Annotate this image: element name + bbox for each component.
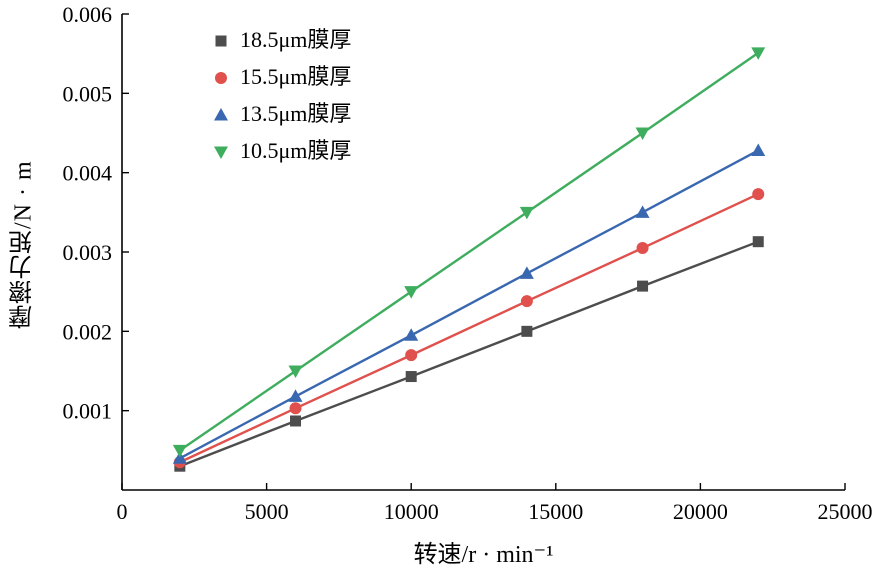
svg-text:0.003: 0.003 <box>63 240 113 265</box>
legend: 18.5μm膜厚 15.5μm膜厚 13.5μm膜厚 10.5μm膜厚 <box>212 26 351 165</box>
svg-text:10000: 10000 <box>384 499 439 524</box>
svg-text:0.002: 0.002 <box>63 319 113 344</box>
y-axis-label: 摩擦力矩/N · m <box>10 160 37 330</box>
svg-text:15000: 15000 <box>528 499 583 524</box>
legend-item-10-5um: 10.5μm膜厚 <box>212 137 351 165</box>
legend-label: 15.5μm膜厚 <box>240 64 352 89</box>
legend-item-18-5um: 18.5μm膜厚 <box>212 26 351 54</box>
svg-text:0.004: 0.004 <box>63 161 113 186</box>
svg-text:25000: 25000 <box>818 499 873 524</box>
legend-item-13-5um: 13.5μm膜厚 <box>212 100 351 128</box>
legend-label: 10.5μm膜厚 <box>240 138 352 163</box>
circle-marker-icon <box>215 72 227 84</box>
triangle-down-marker-icon <box>214 146 228 159</box>
square-marker-icon <box>215 35 227 47</box>
svg-text:20000: 20000 <box>673 499 728 524</box>
svg-text:0.001: 0.001 <box>63 399 113 424</box>
legend-label: 13.5μm膜厚 <box>240 101 352 126</box>
triangle-up-marker-icon <box>214 108 228 121</box>
svg-text:5000: 5000 <box>245 499 289 524</box>
svg-text:0.006: 0.006 <box>63 2 113 27</box>
svg-text:0: 0 <box>117 499 128 524</box>
x-axis-label: 转速/r · min⁻¹ <box>413 542 554 568</box>
svg-text:0.005: 0.005 <box>63 81 113 106</box>
legend-item-15-5um: 15.5μm膜厚 <box>212 63 351 91</box>
legend-label: 18.5μm膜厚 <box>240 27 352 52</box>
